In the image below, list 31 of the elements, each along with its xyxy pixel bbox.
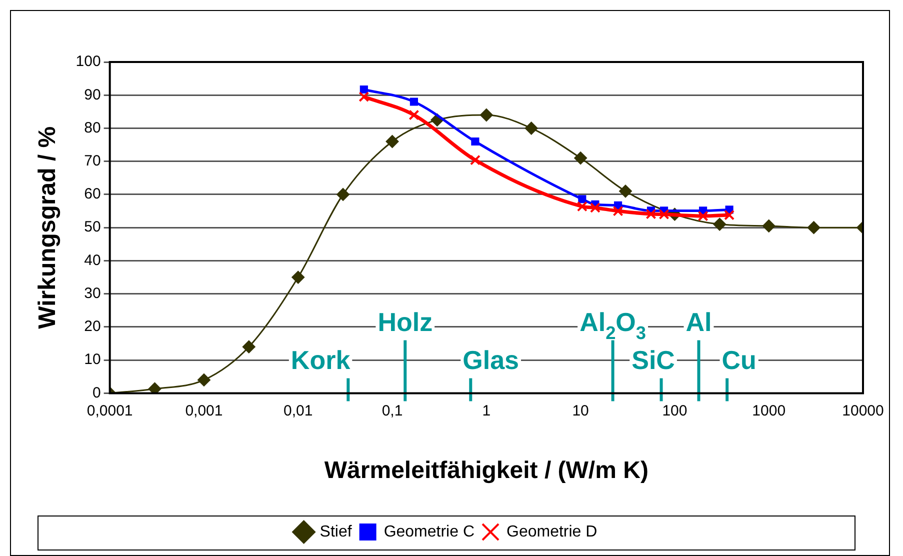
y-axis-title: Wirkungsgrad / % [34,126,62,329]
x-tick-label: 0,1 [382,402,403,420]
x-tick-label: 100 [662,402,688,420]
ref-line-label: Holz [378,307,433,338]
x-tick-label: 10 [572,402,589,420]
y-tick-label: 60 [84,186,101,203]
x-tick-label: 1 [482,402,491,420]
ref-line-label: Kork [290,345,351,376]
x-tick-label: 0,01 [284,402,313,420]
y-tick-label: 20 [84,318,101,336]
y-tick-label: 10 [84,351,101,368]
y-tick-label: 90 [84,86,101,104]
y-tick-label: 0 [92,384,101,402]
y-tick-label: 50 [84,218,101,236]
x-tick-label: 0,001 [185,402,223,420]
y-tick-label: 40 [84,252,101,269]
y-tick-label: 100 [76,53,101,70]
x-tick-label: 10000 [842,402,884,420]
x-axis-title: Wärmeleitfähigkeit / (W/m K) [324,457,648,484]
x-tick-label: 1000 [752,402,786,420]
legend-label: Geometrie D [506,523,598,540]
y-tick-label: 80 [84,119,101,136]
ref-line-label: Al [686,307,712,338]
ref-line-label: SiC [632,345,676,376]
x-tick-label: 0,0001 [86,402,133,420]
y-tick-label: 70 [84,152,101,170]
legend-label: Geometrie C [384,523,475,540]
legend-label: Stief [320,523,352,540]
ref-line-label: Glas [462,345,520,376]
y-tick-label: 30 [84,284,101,302]
ref-line-label: Cu [722,345,756,376]
